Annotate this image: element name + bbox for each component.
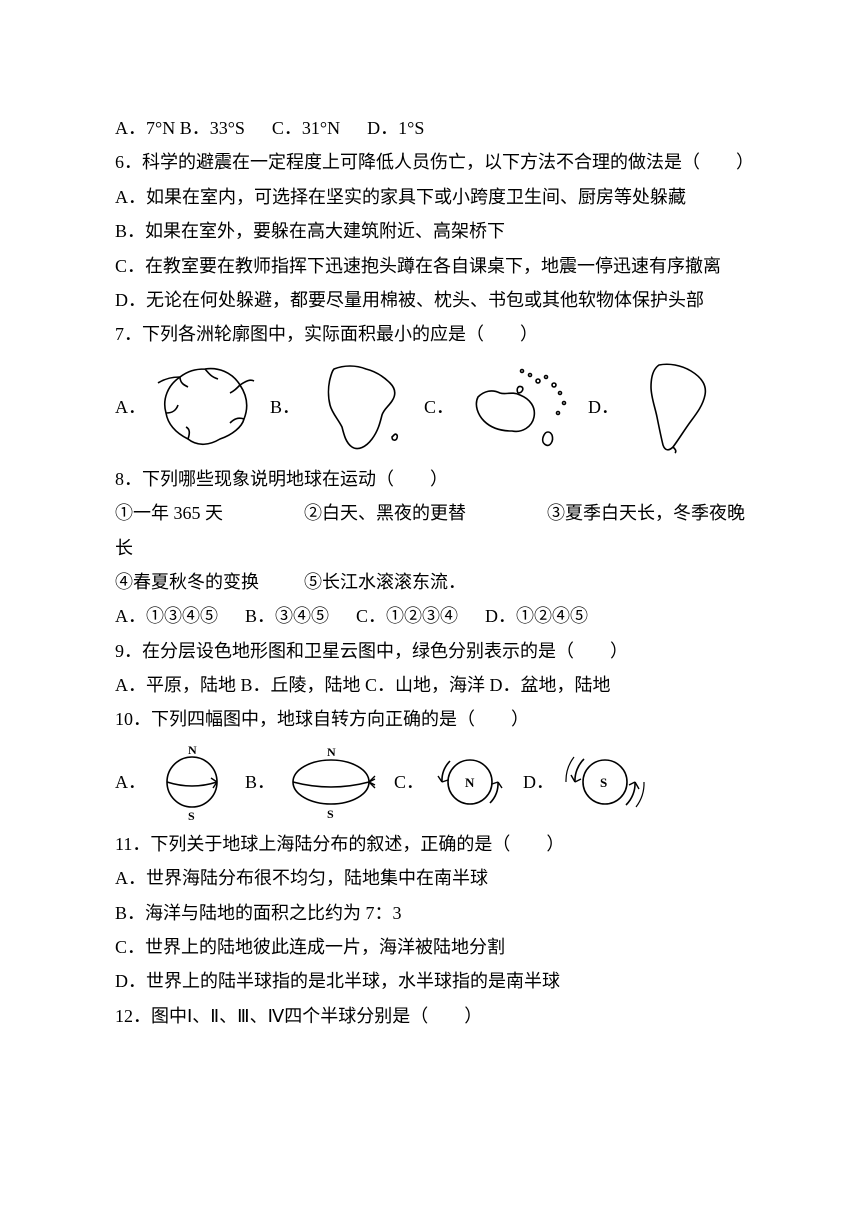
q6-stem: 6．科学的避震在一定程度上可降低人员伤亡，以下方法不合理的做法是（ ） [115, 146, 765, 178]
q10-label-b: B． [245, 766, 275, 798]
africa-icon [304, 357, 414, 457]
svg-text:N: N [327, 745, 336, 759]
q9-opt-c: C．山地，海洋 [365, 675, 485, 695]
q9-opt-d: D．盆地，陆地 [490, 675, 611, 695]
q7-label-a: A． [115, 391, 146, 423]
q10-label-a: A． [115, 766, 146, 798]
oceania-icon [458, 357, 578, 457]
q12-stem: 12．图中Ⅰ、Ⅱ、Ⅲ、Ⅳ四个半球分别是（ ） [115, 1000, 765, 1032]
q11-opt-c: C．世界上的陆地彼此连成一片，海洋被陆地分割 [115, 931, 765, 963]
q11-stem: 11．下列关于地球上海陆分布的叙述，正确的是（ ） [115, 828, 765, 860]
globe-ns-ccw-icon: N S [279, 742, 384, 822]
q8-opt-a: A．①③④⑤ [115, 606, 218, 626]
q11-opt-a: A．世界海陆分布很不均匀，陆地集中在南半球 [115, 862, 765, 894]
south-america-icon [623, 357, 723, 457]
q5-options: A．7°N B．33°S C．31°N D．1°S [115, 112, 765, 144]
q8-i3b: 长 [115, 532, 765, 564]
q8-i1: ①一年 365 天 [115, 503, 223, 523]
q6-opt-c: C．在教室要在教师指挥下迅速抱头蹲在各自课桌下，地震一停迅速有序撤离 [115, 250, 765, 282]
q10-label-c: C． [394, 766, 424, 798]
q7-stem: 7．下列各洲轮廓图中，实际面积最小的应是（ ） [115, 318, 765, 350]
q10-opt-b: B． N S [245, 742, 384, 822]
q7-option-row: A． B． C． [115, 357, 765, 457]
q8-options: A．①③④⑤ B．③④⑤ C．①②③④ D．①②④⑤ [115, 600, 765, 632]
q8-i2: ②白天、黑夜的更替 [304, 503, 466, 523]
q5-opt-b: B．33°S [180, 118, 245, 138]
q5-opt-d: D．1°S [367, 118, 424, 138]
q7-opt-d: D． [588, 357, 723, 457]
globe-ns-cw-icon: N S [150, 742, 235, 822]
q8-opt-d: D．①②④⑤ [485, 606, 588, 626]
q11-opt-b: B．海洋与陆地的面积之比约为 7：3 [115, 897, 765, 929]
q10-option-row: A． N S B． N S [115, 742, 765, 822]
q8-opt-c: C．①②③④ [356, 606, 458, 626]
q5-opt-c: C．31°N [272, 118, 340, 138]
svg-text:S: S [600, 775, 607, 790]
q8-i3: ③夏季白天长，冬季夜晚 [547, 503, 745, 523]
antarctica-icon [150, 357, 260, 457]
q7-label-b: B． [270, 391, 300, 423]
q8-stem: 8．下列哪些现象说明地球在运动（ ） [115, 463, 765, 495]
q10-opt-d: D． S [523, 747, 653, 817]
q8-i4: ④春夏秋冬的变换 [115, 572, 259, 592]
svg-text:S: S [327, 807, 334, 821]
q7-opt-b: B． [270, 357, 414, 457]
svg-text:N: N [188, 743, 197, 757]
q9-options: A．平原，陆地 B．丘陵，陆地 C．山地，海洋 D．盆地，陆地 [115, 669, 765, 701]
q10-label-d: D． [523, 766, 554, 798]
q7-label-d: D． [588, 391, 619, 423]
q7-opt-c: C． [424, 357, 578, 457]
q11-opt-d: D．世界上的陆半球指的是北半球，水半球指的是南半球 [115, 965, 765, 997]
q5-opt-a: A．7°N [115, 118, 175, 138]
q8-items-1: ①一年 365 天 ②白天、黑夜的更替 ③夏季白天长，冬季夜晚 [115, 497, 765, 529]
q7-opt-a: A． [115, 357, 260, 457]
q8-i5: ⑤长江水滚滚东流． [304, 572, 466, 592]
svg-text:S: S [188, 809, 195, 822]
globe-n-ccw-icon: N [428, 747, 513, 817]
q7-label-c: C． [424, 391, 454, 423]
globe-s-ccw-icon: S [558, 747, 653, 817]
q6-opt-b: B．如果在室外，要躲在高大建筑附近、高架桥下 [115, 215, 765, 247]
q10-opt-a: A． N S [115, 742, 235, 822]
q10-opt-c: C． N [394, 747, 513, 817]
q9-stem: 9．在分层设色地形图和卫星云图中，绿色分别表示的是（ ） [115, 635, 765, 667]
q6-opt-d: D．无论在何处躲避，都要尽量用棉被、枕头、书包或其他软物体保护头部 [115, 284, 765, 316]
q9-opt-a: A．平原，陆地 [115, 675, 236, 695]
q8-opt-b: B．③④⑤ [245, 606, 329, 626]
svg-text:N: N [465, 775, 475, 790]
q8-items-2: ④春夏秋冬的变换 ⑤长江水滚滚东流． [115, 566, 765, 598]
q10-stem: 10．下列四幅图中，地球自转方向正确的是（ ） [115, 703, 765, 735]
q9-opt-b: B．丘陵，陆地 [241, 675, 361, 695]
q6-opt-a: A．如果在室内，可选择在坚实的家具下或小跨度卫生间、厨房等处躲藏 [115, 181, 765, 213]
